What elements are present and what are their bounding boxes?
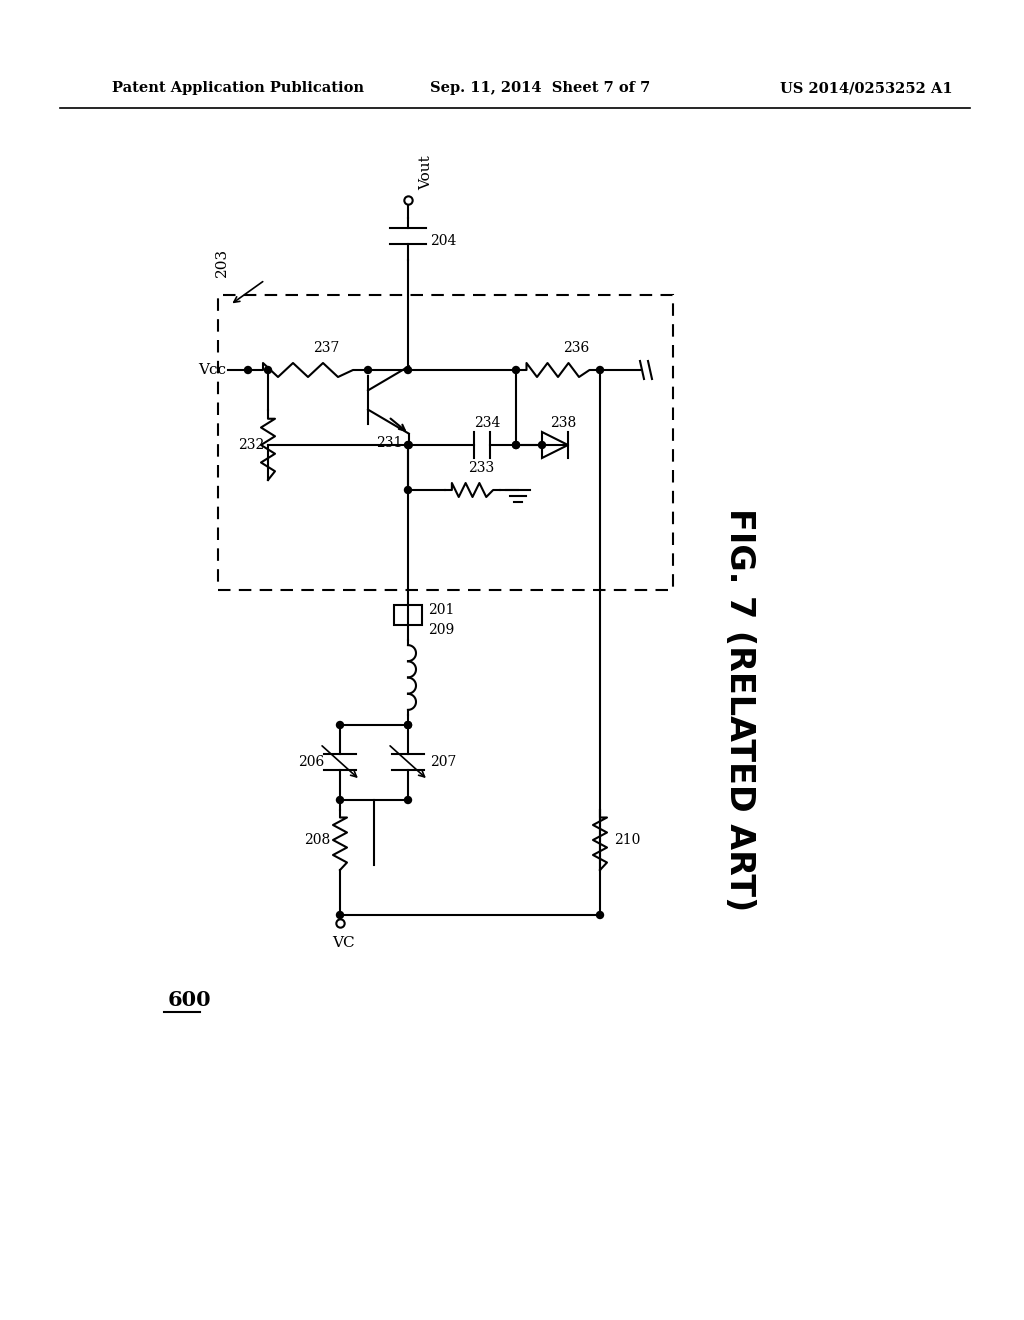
Circle shape [539, 441, 546, 449]
Text: US 2014/0253252 A1: US 2014/0253252 A1 [780, 81, 952, 95]
Text: 233: 233 [468, 461, 495, 475]
Text: 236: 236 [563, 341, 589, 355]
Circle shape [404, 441, 412, 449]
Circle shape [404, 722, 412, 729]
Circle shape [404, 796, 412, 804]
Circle shape [512, 367, 519, 374]
Text: 600: 600 [168, 990, 212, 1010]
Text: 204: 204 [430, 234, 457, 248]
Bar [218, 294, 673, 590]
Text: 237: 237 [313, 341, 339, 355]
Circle shape [337, 796, 343, 804]
Circle shape [512, 441, 519, 449]
Bar [394, 605, 422, 624]
Text: 238: 238 [550, 416, 577, 430]
Text: Sep. 11, 2014  Sheet 7 of 7: Sep. 11, 2014 Sheet 7 of 7 [430, 81, 650, 95]
Circle shape [406, 441, 413, 449]
Circle shape [404, 487, 412, 494]
Text: Vcc: Vcc [198, 363, 226, 378]
Text: 210: 210 [614, 833, 640, 847]
Circle shape [365, 367, 372, 374]
Text: 232: 232 [238, 438, 264, 451]
Text: 231: 231 [376, 436, 402, 450]
Circle shape [512, 441, 519, 449]
Circle shape [404, 367, 412, 374]
Circle shape [245, 367, 252, 374]
Text: Patent Application Publication: Patent Application Publication [112, 81, 364, 95]
Text: VC: VC [332, 936, 354, 950]
Circle shape [337, 912, 343, 919]
Text: Vout: Vout [419, 156, 433, 190]
Circle shape [597, 912, 603, 919]
Text: 203: 203 [215, 247, 229, 277]
Text: 207: 207 [430, 755, 457, 770]
Circle shape [597, 367, 603, 374]
Text: 234: 234 [474, 416, 501, 430]
Text: 206: 206 [298, 755, 325, 770]
Text: 201: 201 [428, 603, 455, 616]
Circle shape [337, 722, 343, 729]
Text: 209: 209 [428, 623, 455, 638]
Text: 208: 208 [304, 833, 331, 847]
Text: FIG. 7 (RELATED ART): FIG. 7 (RELATED ART) [724, 508, 757, 912]
Circle shape [404, 722, 412, 729]
Circle shape [264, 367, 271, 374]
